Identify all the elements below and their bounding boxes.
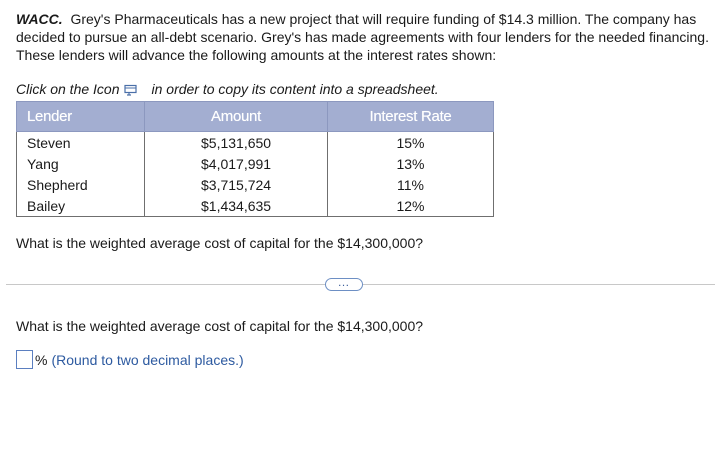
ellipsis-icon: … [337, 275, 351, 289]
cell-lender: Shepherd [16, 174, 145, 195]
cell-lender: Bailey [16, 195, 145, 217]
problem-text: Grey's Pharmaceuticals has a new project… [16, 11, 709, 63]
cell-amount: $4,017,991 [144, 153, 328, 174]
rounding-hint: (Round to two decimal places.) [51, 351, 244, 368]
answer-question-text: What is the weighted average cost of cap… [16, 318, 424, 334]
answer-input[interactable] [16, 350, 33, 369]
problem-tag: WACC. [16, 11, 63, 27]
header-amount: Amount [144, 101, 328, 132]
question-text: What is the weighted average cost of cap… [16, 235, 424, 251]
table-row: Bailey $1,434,635 12% [16, 195, 494, 217]
copy-instruction-suffix: in order to copy its content into a spre… [151, 81, 439, 97]
lender-table: Lender Amount Interest Rate Steven $5,13… [16, 101, 494, 217]
cell-lender: Steven [16, 131, 145, 153]
copy-instruction-prefix: Click on the Icon [16, 81, 120, 97]
cell-amount: $5,131,650 [144, 131, 328, 153]
cell-lender: Yang [16, 153, 145, 174]
cell-rate: 15% [327, 131, 494, 153]
header-interest-rate: Interest Rate [327, 101, 494, 132]
header-lender: Lender [16, 101, 145, 132]
cell-rate: 13% [327, 153, 494, 174]
cell-rate: 12% [327, 195, 494, 217]
expand-button[interactable]: … [325, 275, 363, 291]
table-row: Shepherd $3,715,724 11% [16, 174, 494, 195]
cell-rate: 11% [327, 174, 494, 195]
table-row: Yang $4,017,991 13% [16, 153, 494, 174]
copy-instruction: Click on the Icon in order to copy its c… [16, 81, 439, 97]
cell-amount: $1,434,635 [144, 195, 328, 217]
answer-row: % (Round to two decimal places.) [16, 350, 244, 369]
problem-statement: WACC. Grey's Pharmaceuticals has a new p… [16, 10, 710, 64]
spreadsheet-copy-icon[interactable] [123, 83, 138, 96]
cell-amount: $3,715,724 [144, 174, 328, 195]
answer-unit: % [35, 351, 48, 368]
table-row: Steven $5,131,650 15% [16, 131, 494, 153]
table-header-row: Lender Amount Interest Rate [16, 101, 494, 132]
